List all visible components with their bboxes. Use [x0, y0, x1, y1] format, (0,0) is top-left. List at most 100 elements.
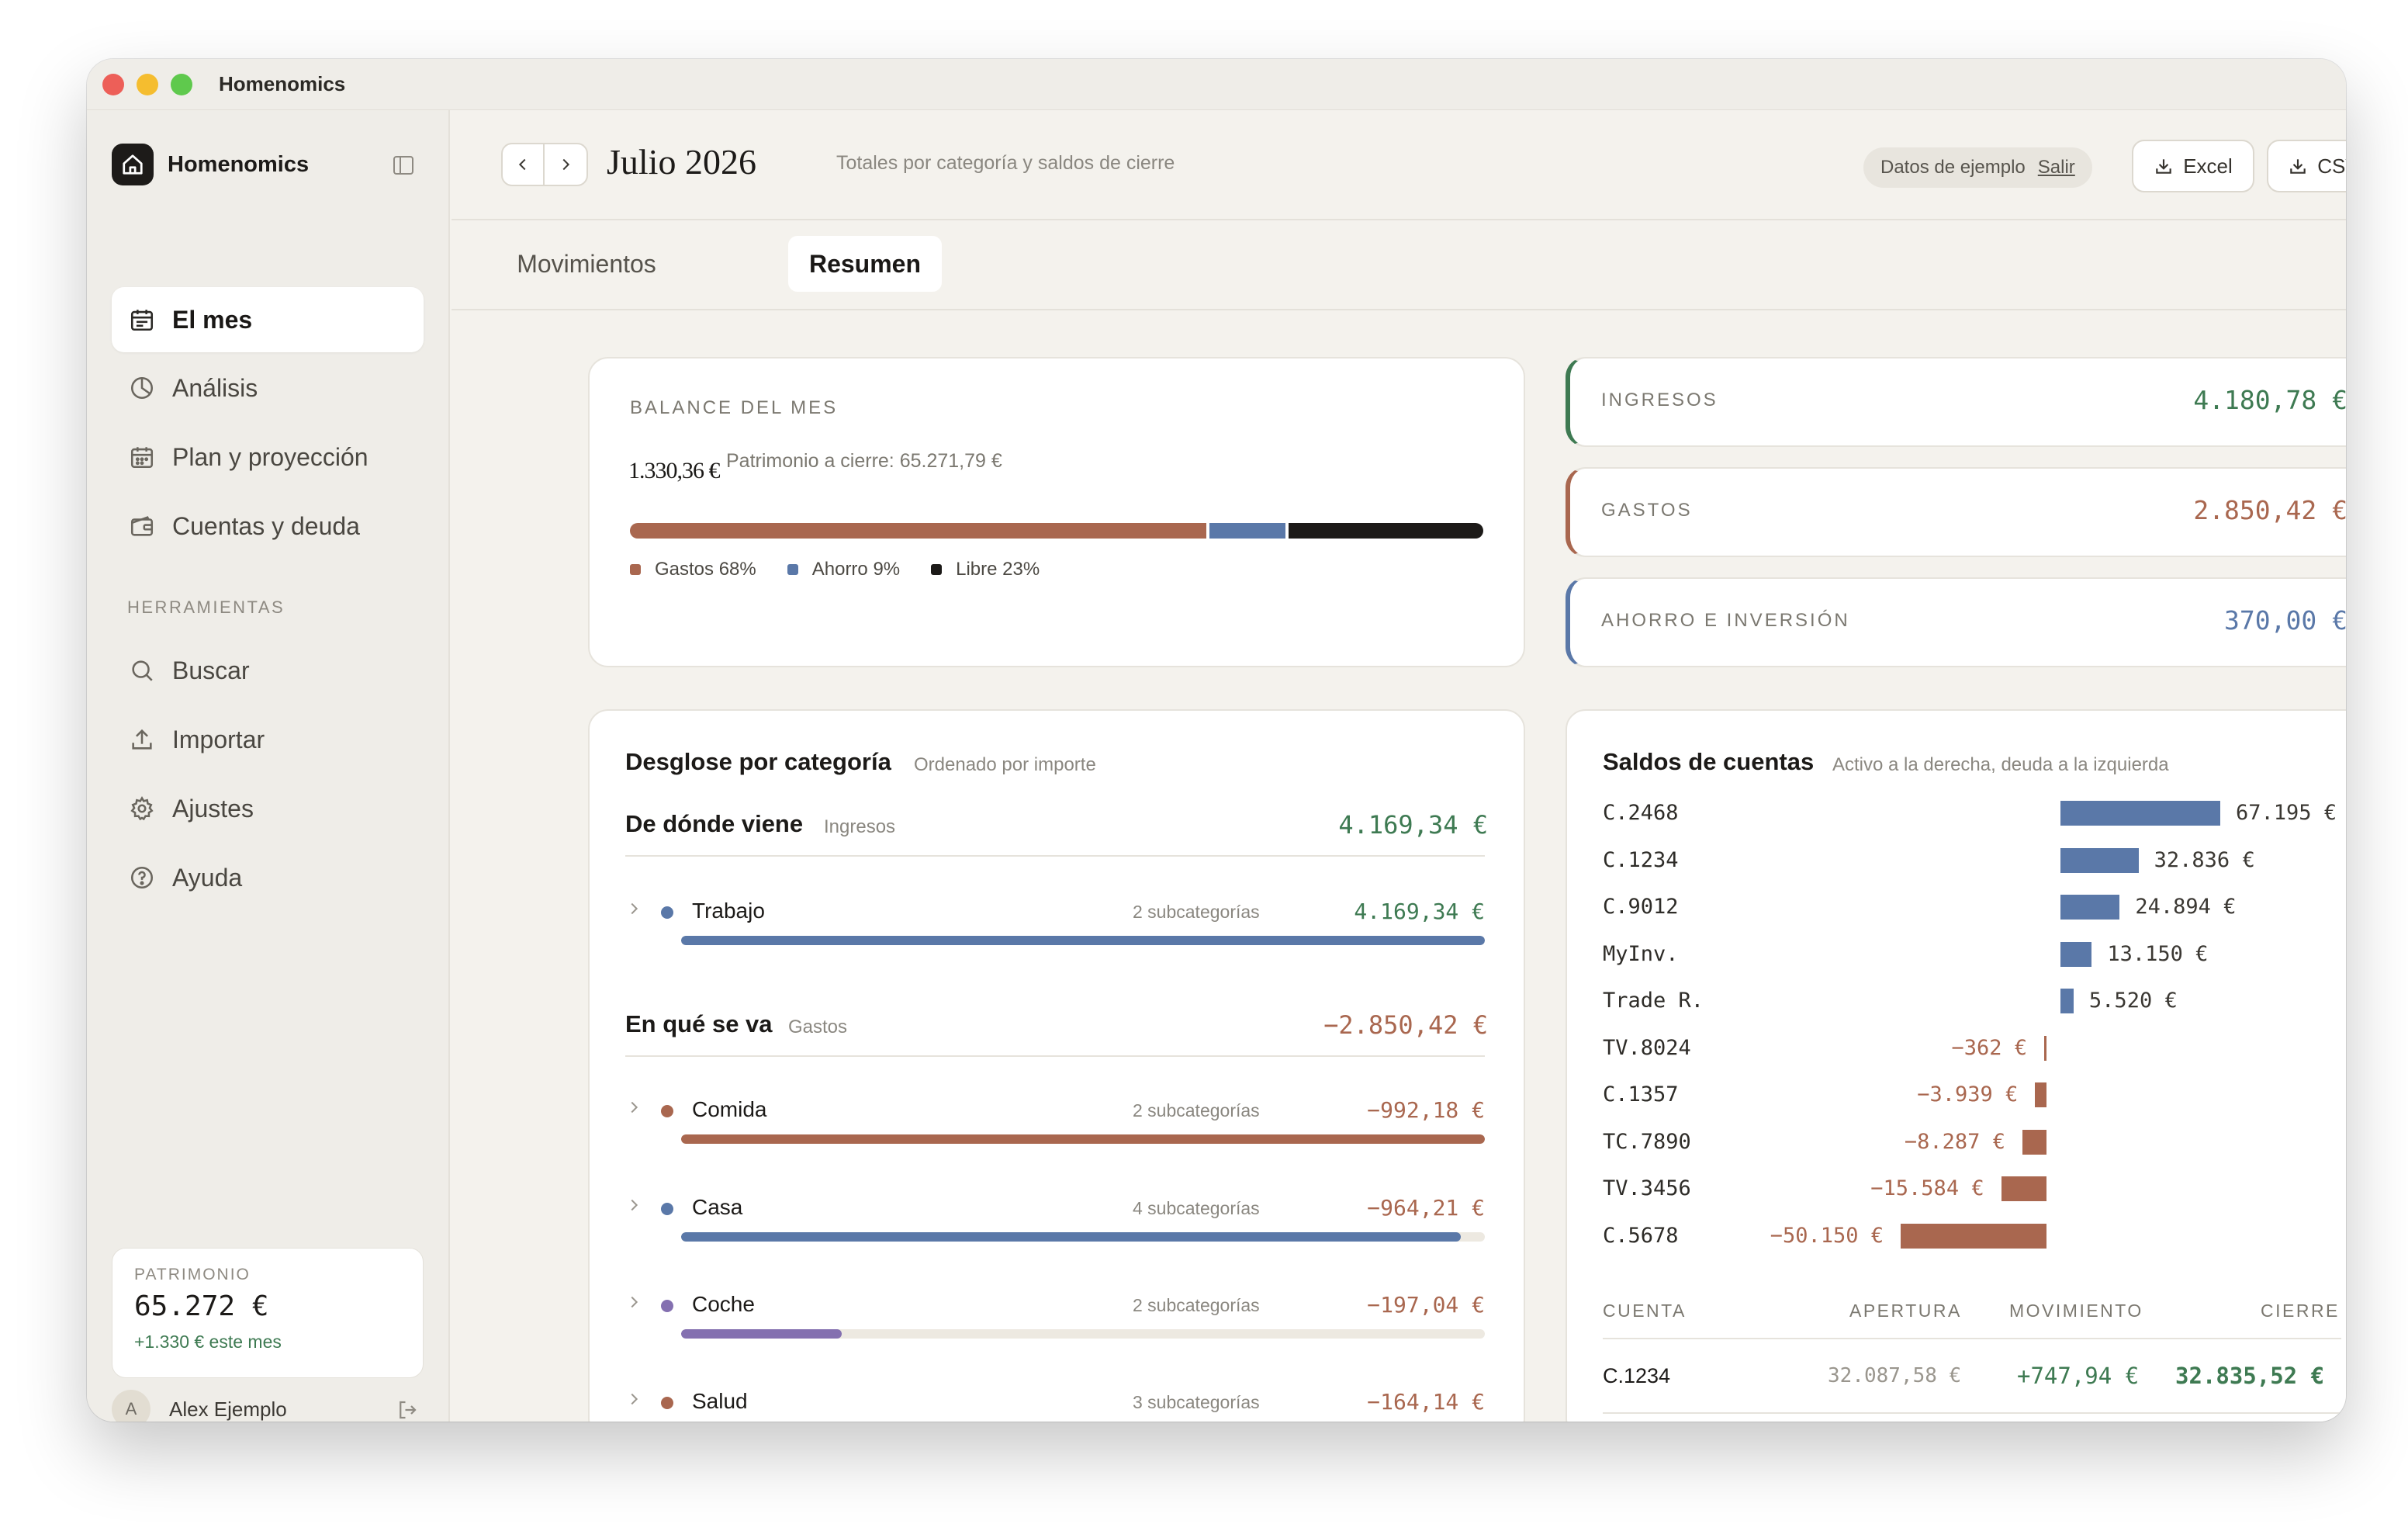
- nav-label: Plan y proyección: [172, 442, 368, 471]
- subcategory-count: 2 subcategorías: [1133, 902, 1260, 922]
- category-row-coche[interactable]: Coche 2 subcategorías −197,04 €: [625, 1289, 1485, 1351]
- chevron-right-icon[interactable]: [625, 1391, 642, 1411]
- account-label: MyInv.: [1603, 941, 1679, 966]
- table-cell-opening: 32.087,58 €: [1828, 1364, 1962, 1387]
- zoom-window-button[interactable]: [171, 74, 192, 95]
- chevron-right-icon[interactable]: [625, 900, 642, 921]
- legend-label: Ahorro 9%: [811, 559, 901, 580]
- account-value-label: 32.836 €: [2154, 847, 2255, 872]
- sidebar-item-ayuda[interactable]: Ayuda: [112, 845, 424, 910]
- sidebar-item-ajustes[interactable]: Ajustes: [112, 776, 424, 841]
- upload-icon: [132, 729, 152, 750]
- account-value-label: 13.150 €: [2107, 941, 2209, 966]
- divider: [1603, 1412, 2341, 1414]
- sidebar-item-analisis[interactable]: Análisis: [112, 355, 424, 421]
- window-title: Homenomics: [219, 72, 346, 95]
- expense-group-total: −2.850,42 €: [1323, 1010, 1488, 1040]
- sidebar-item-el-mes[interactable]: El mes: [112, 287, 424, 352]
- expense-group-subtitle: Gastos: [788, 1017, 848, 1037]
- account-bar: [1901, 1223, 2046, 1249]
- category-dot: [661, 1397, 673, 1409]
- title-bar: Homenomics: [87, 59, 2346, 110]
- export-csv-button[interactable]: CSV: [2267, 140, 2346, 192]
- previous-month-button[interactable]: [503, 144, 545, 185]
- balance-segment: [630, 523, 1206, 539]
- sidebar-toggle-icon[interactable]: [393, 155, 414, 179]
- table-cell-closing: 32.835,52 €: [2175, 1363, 2325, 1389]
- home-logo-icon: [112, 144, 154, 185]
- account-label: TV.3456: [1603, 1176, 1691, 1200]
- search-icon: [132, 660, 153, 681]
- close-window-button[interactable]: [102, 74, 124, 95]
- subcategory-count: 4 subcategorías: [1133, 1198, 1260, 1218]
- account-bar: [2060, 801, 2220, 826]
- kpi-value: 4.180,78 €: [2193, 385, 2346, 415]
- help-icon: [130, 866, 154, 889]
- exit-demo-link[interactable]: Salir: [2037, 157, 2075, 178]
- tab-movimientos[interactable]: Movimientos: [517, 249, 656, 278]
- category-row-trabajo[interactable]: Trabajo 2 subcategorías 4.169,34 €: [625, 895, 1485, 958]
- chevron-right-icon[interactable]: [625, 1197, 642, 1217]
- category-breakdown-card: Desglose por categoría Ordenado por impo…: [588, 709, 1525, 1422]
- user-row: A Alex Ejemplo: [112, 1387, 424, 1422]
- nav-label: El mes: [172, 305, 253, 334]
- breakdown-subtitle: Ordenado por importe: [914, 754, 1096, 775]
- pie-chart-icon: [130, 376, 154, 400]
- export-excel-button[interactable]: Excel: [2132, 140, 2254, 192]
- logout-icon[interactable]: [396, 1398, 419, 1422]
- page-title: Julio 2026: [607, 142, 756, 182]
- main-content: Julio 2026 Totales por categoría y saldo…: [452, 110, 2346, 1422]
- legend-item: Gastos 68%: [630, 559, 756, 580]
- chevron-right-icon[interactable]: [625, 1099, 642, 1120]
- category-dot: [661, 1300, 673, 1312]
- sidebar-item-importar[interactable]: Importar: [112, 707, 424, 772]
- chevron-left-icon: [518, 158, 526, 171]
- account-label: TV.8024: [1603, 1035, 1691, 1060]
- account-value-label: −50.150 €: [1770, 1223, 1884, 1248]
- next-month-button[interactable]: [545, 144, 586, 185]
- legend-label: Gastos 68%: [655, 559, 756, 580]
- avatar[interactable]: A: [112, 1390, 150, 1422]
- page-subtitle: Totales por categoría y saldos de cierre: [836, 152, 1175, 174]
- subcategory-count: 2 subcategorías: [1133, 1295, 1260, 1315]
- legend-item: Libre 23%: [931, 559, 1040, 580]
- top-bar: Julio 2026 Totales por categoría y saldo…: [452, 110, 2346, 220]
- account-label: C.1234: [1603, 847, 1679, 872]
- category-row-salud[interactable]: Salud 3 subcategorías −164,14 €: [625, 1386, 1485, 1422]
- account-bar: [2060, 847, 2139, 873]
- account-value-label: −362 €: [1951, 1035, 2027, 1060]
- chevron-right-icon[interactable]: [625, 1294, 642, 1314]
- category-name: Trabajo: [692, 899, 765, 923]
- category-amount: −992,18 €: [1367, 1097, 1485, 1123]
- table-cell-movement: +747,94 €: [2017, 1363, 2140, 1389]
- category-row-comida[interactable]: Comida 2 subcategorías −992,18 €: [625, 1094, 1485, 1156]
- sidebar-item-buscar[interactable]: Buscar: [112, 638, 424, 703]
- table-header-cierre: CIERRE: [2261, 1301, 2340, 1321]
- account-bar: [2035, 1082, 2046, 1107]
- balance-amount: 1.330,36 €: [628, 458, 720, 483]
- nav-label: Ayuda: [172, 863, 243, 892]
- category-bar-fill: [681, 1134, 1485, 1144]
- monthly-balance-card: BALANCE DEL MES 1.330,36 € Patrimonio a …: [588, 357, 1525, 667]
- closing-net-worth: Patrimonio a cierre: 65.271,79 €: [726, 450, 1002, 472]
- breakdown-title: Desglose por categoría: [625, 748, 891, 775]
- balance-segment: [1288, 523, 1483, 539]
- tab-resumen[interactable]: Resumen: [788, 236, 942, 292]
- category-bar-track: [681, 1232, 1485, 1242]
- category-row-casa[interactable]: Casa 4 subcategorías −964,21 €: [625, 1192, 1485, 1254]
- subcategory-count: 2 subcategorías: [1133, 1100, 1260, 1120]
- calendar-grid-icon: [130, 447, 154, 469]
- minimize-window-button[interactable]: [137, 74, 158, 95]
- sidebar-item-cuentas[interactable]: Cuentas y deuda: [112, 494, 424, 559]
- account-bar: [2022, 1129, 2046, 1155]
- net-worth-label: PATRIMONIO: [134, 1266, 251, 1283]
- brand[interactable]: Homenomics: [112, 143, 309, 186]
- account-value-label: −3.939 €: [1917, 1082, 2019, 1107]
- sidebar-item-plan[interactable]: Plan y proyección: [112, 424, 424, 490]
- income-kpi-card: INGRESOS 4.180,78 €: [1566, 357, 2346, 447]
- divider: [625, 855, 1485, 857]
- income-group-title: De dónde viene: [625, 810, 804, 837]
- table-header-apertura: APERTURA: [1849, 1301, 1962, 1321]
- kpi-label: INGRESOS: [1601, 390, 1718, 410]
- table-header-movimiento: MOVIMIENTO: [2009, 1301, 2143, 1321]
